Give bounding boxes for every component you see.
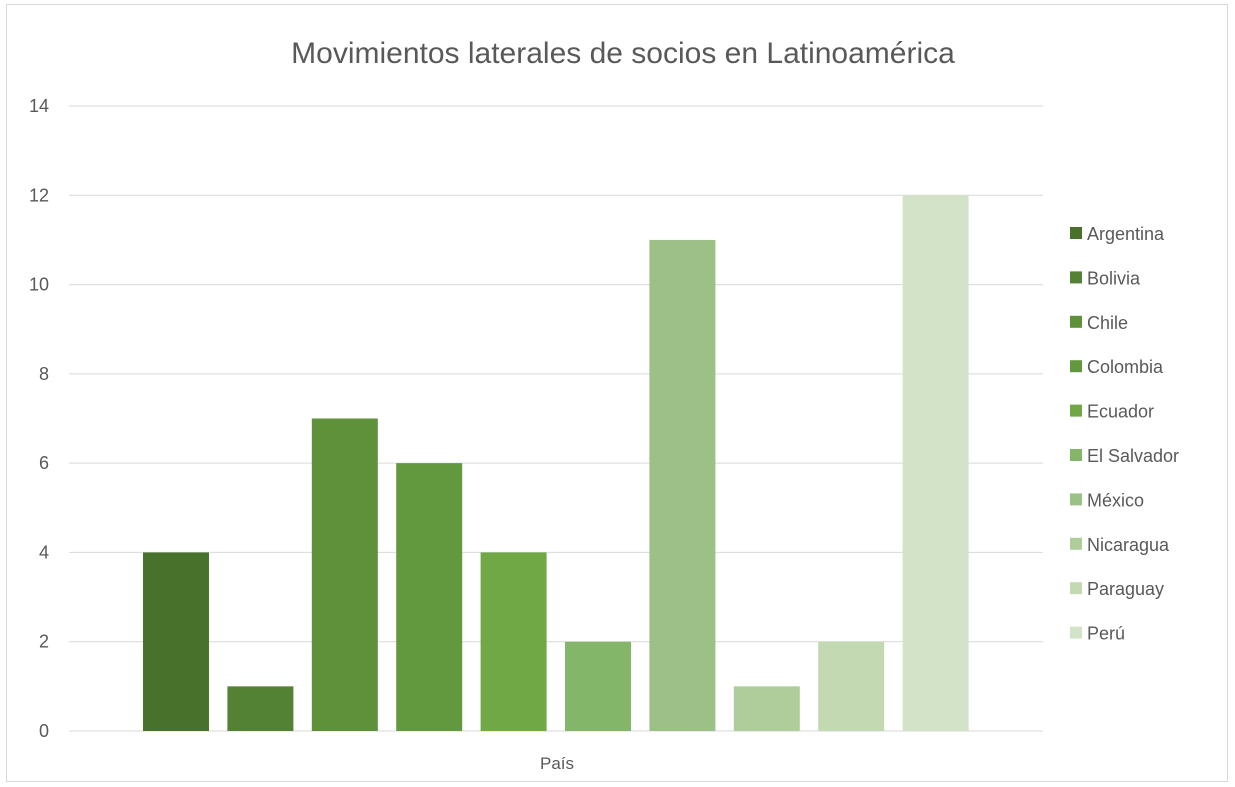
legend-label: Ecuador <box>1087 402 1154 422</box>
legend-label: Bolivia <box>1087 268 1141 288</box>
bar-el-salvador <box>565 641 631 731</box>
chart-title: Movimientos laterales de socios en Latin… <box>291 37 955 70</box>
legend-swatch <box>1070 582 1082 595</box>
legend-label: El Salvador <box>1087 446 1179 466</box>
legend-label: Argentina <box>1087 224 1165 244</box>
bar-paraguay <box>818 641 885 731</box>
y-tick-label: 6 <box>39 453 49 473</box>
bars <box>143 195 969 732</box>
bar-bolivia <box>227 686 294 731</box>
bar-nicaragua <box>733 686 800 731</box>
legend-swatch <box>1070 493 1082 506</box>
y-tick-label: 10 <box>29 275 49 295</box>
legend-swatch <box>1070 315 1082 328</box>
legend-label: Chile <box>1087 313 1128 333</box>
bar-argentina <box>143 552 209 731</box>
x-axis-label: País <box>540 754 574 773</box>
bar-ecuador <box>480 552 547 731</box>
legend-swatch <box>1070 271 1082 284</box>
y-axis-ticks: 0 2 4 6 8 10 12 14 <box>29 96 49 741</box>
legend-label: Paraguay <box>1087 579 1164 599</box>
bar-colombia <box>396 463 463 731</box>
legend-swatch <box>1070 626 1082 639</box>
gridlines <box>69 105 1043 732</box>
legend-swatch <box>1070 360 1082 373</box>
y-tick-label: 14 <box>29 96 49 116</box>
y-tick-label: 8 <box>39 364 49 384</box>
legend-swatch <box>1070 227 1082 239</box>
y-tick-label: 4 <box>39 542 49 562</box>
legend-label: México <box>1087 490 1144 510</box>
y-tick-label: 12 <box>29 185 49 205</box>
legend-swatch <box>1070 449 1082 461</box>
legend-swatch <box>1070 537 1082 550</box>
y-tick-label: 0 <box>39 721 49 741</box>
y-tick-label: 2 <box>39 632 49 652</box>
legend-label: Colombia <box>1087 357 1164 377</box>
bar-chile <box>311 418 378 731</box>
legend-swatch <box>1070 404 1082 417</box>
chart-frame: Movimientos laterales de socios en Latin… <box>6 4 1228 782</box>
bar-chart: Movimientos laterales de socios en Latin… <box>29 37 1179 773</box>
bar-méxico <box>649 239 716 731</box>
legend-label: Perú <box>1087 624 1125 644</box>
legend: Argentina Bolivia Chile Colombia Ecuador El S… <box>1070 224 1179 644</box>
bar-perú <box>902 195 969 732</box>
legend-label: Nicaragua <box>1087 535 1170 555</box>
